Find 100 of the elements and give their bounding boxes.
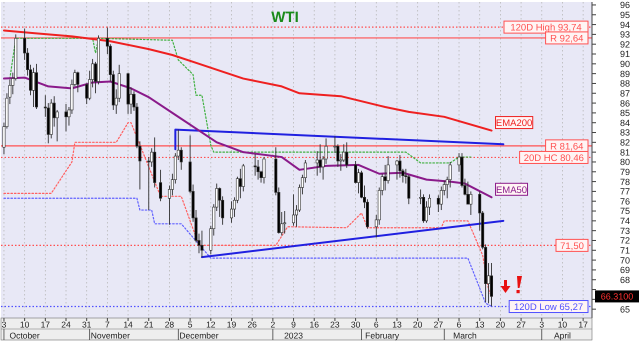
x-tick-label: 21 (144, 320, 154, 330)
candlestick (345, 142, 348, 168)
candlestick (398, 154, 402, 178)
x-tick-label: 14 (123, 320, 134, 330)
candlestick (230, 200, 233, 224)
x-tick-label: 23 (330, 320, 340, 330)
candlestick (262, 156, 266, 184)
x-tick-label: 27 (516, 320, 526, 330)
x-tick-label: 3 (2, 320, 7, 330)
x2-tick-label: March (453, 330, 478, 340)
x-tick-label: 6 (374, 320, 379, 330)
series-label: EMA200 (496, 118, 532, 130)
y-tick-label: 92 (620, 39, 630, 50)
x-tick-label: 31 (82, 320, 92, 330)
y-tick-label: 84 (620, 118, 630, 128)
y-tick-label: 77 (620, 186, 630, 197)
ref-line-label: 120D Low 65,27 (514, 302, 584, 314)
candlestick (64, 104, 68, 132)
y-tick-label: 95 (620, 10, 630, 20)
y-tick-label: 75 (620, 206, 630, 216)
candlestick (384, 164, 387, 191)
candlestick (76, 71, 80, 93)
x-tick-label: 20 (412, 320, 423, 330)
x-tick-label: 17 (40, 320, 50, 330)
x2-tick-label: November (90, 330, 130, 340)
x-tick-label: 12 (206, 320, 216, 330)
x-tick-label: 6 (456, 320, 462, 330)
x-tick-label: 24 (61, 320, 72, 330)
x-tick-label: 28 (164, 320, 174, 330)
x-tick-label: 27 (434, 320, 444, 330)
y-tick-label: 68 (620, 274, 630, 285)
x-tick-label: 16 (309, 320, 320, 330)
candlestick (85, 83, 88, 105)
x-tick-label: 19 (226, 320, 236, 330)
y-tick-label: 96 (620, 0, 630, 10)
candlestick (292, 194, 296, 226)
y-tick-label: 74 (620, 216, 630, 226)
candlestick (200, 230, 204, 258)
y-tick-label: 76 (620, 196, 630, 206)
x-tick-label: 5 (188, 320, 193, 330)
candlestick (159, 169, 162, 202)
x2-tick-label: April (554, 330, 572, 340)
y-tick-label: 94 (620, 20, 630, 30)
text: 66.3100 (600, 292, 634, 302)
line-series (9, 38, 472, 164)
x2-tick-label: 2023 (284, 330, 304, 340)
y-tick-label: 89 (620, 68, 630, 79)
ref-line-label: 20D HC 80,46 (524, 152, 584, 164)
y-tick-label: 73 (620, 226, 630, 236)
candlestick (466, 181, 470, 205)
y-tick-label: 91 (620, 49, 630, 60)
candlestick (422, 194, 426, 224)
y-tick-label: 71 (620, 245, 630, 256)
x-tick-label: 10 (558, 320, 568, 330)
y-tick-label: 78 (620, 176, 630, 187)
y-tick-label: 82 (620, 138, 630, 148)
line-series (2, 29, 493, 132)
candlestick (283, 210, 286, 234)
x-tick-label: 2 (270, 320, 276, 330)
y-tick-label: 69 (620, 265, 630, 276)
x-tick-label: 7 (105, 320, 110, 330)
candlestick (490, 262, 494, 307)
x2-tick-label: December (179, 330, 219, 340)
x-tick-label: 26 (247, 320, 258, 330)
candlestick (254, 154, 257, 176)
x-tick-label: 3 (539, 320, 544, 330)
line-series (3, 198, 492, 307)
y-tick-label: 87 (620, 88, 630, 98)
candlestick (32, 67, 35, 108)
line-series (2, 76, 493, 198)
candlestick (395, 160, 398, 180)
y-tick-label: 65 (620, 304, 630, 314)
x-tick-label: 20 (496, 320, 506, 330)
x-tick-label: 30 (350, 320, 361, 330)
y-tick-label: 90 (620, 59, 630, 70)
x-tick-label: 17 (578, 320, 588, 330)
x2-tick-label: October (10, 330, 40, 340)
ref-line-label: 71,50 (560, 240, 584, 252)
y-tick-label: 72 (620, 236, 630, 246)
x-tick-label: 10 (20, 320, 30, 330)
x-tick-label: 13 (474, 320, 485, 330)
y-tick-label: 93 (620, 30, 630, 40)
y-tick-label: 83 (620, 128, 630, 138)
x-tick-label: 9 (291, 320, 296, 330)
y-tick-label: 81 (620, 147, 630, 158)
x-tick-label: 13 (392, 320, 402, 330)
y-tick-label: 79 (620, 166, 630, 177)
ref-line-label: R 92,64 (550, 33, 584, 44)
candlestick (318, 144, 322, 174)
candlestick (469, 190, 472, 216)
x2-tick-label: February (365, 330, 400, 340)
series-label: EMA50 (496, 184, 528, 196)
candlestick (316, 150, 319, 176)
y-tick-label: 85 (620, 108, 630, 118)
y-tick-label: 70 (620, 255, 630, 266)
ref-line-label: R 81,64 (550, 141, 584, 152)
y-tick-label: 86 (620, 98, 630, 108)
text: WTI (271, 9, 299, 26)
candlestick (238, 168, 242, 199)
y-tick-label: 88 (620, 78, 630, 89)
